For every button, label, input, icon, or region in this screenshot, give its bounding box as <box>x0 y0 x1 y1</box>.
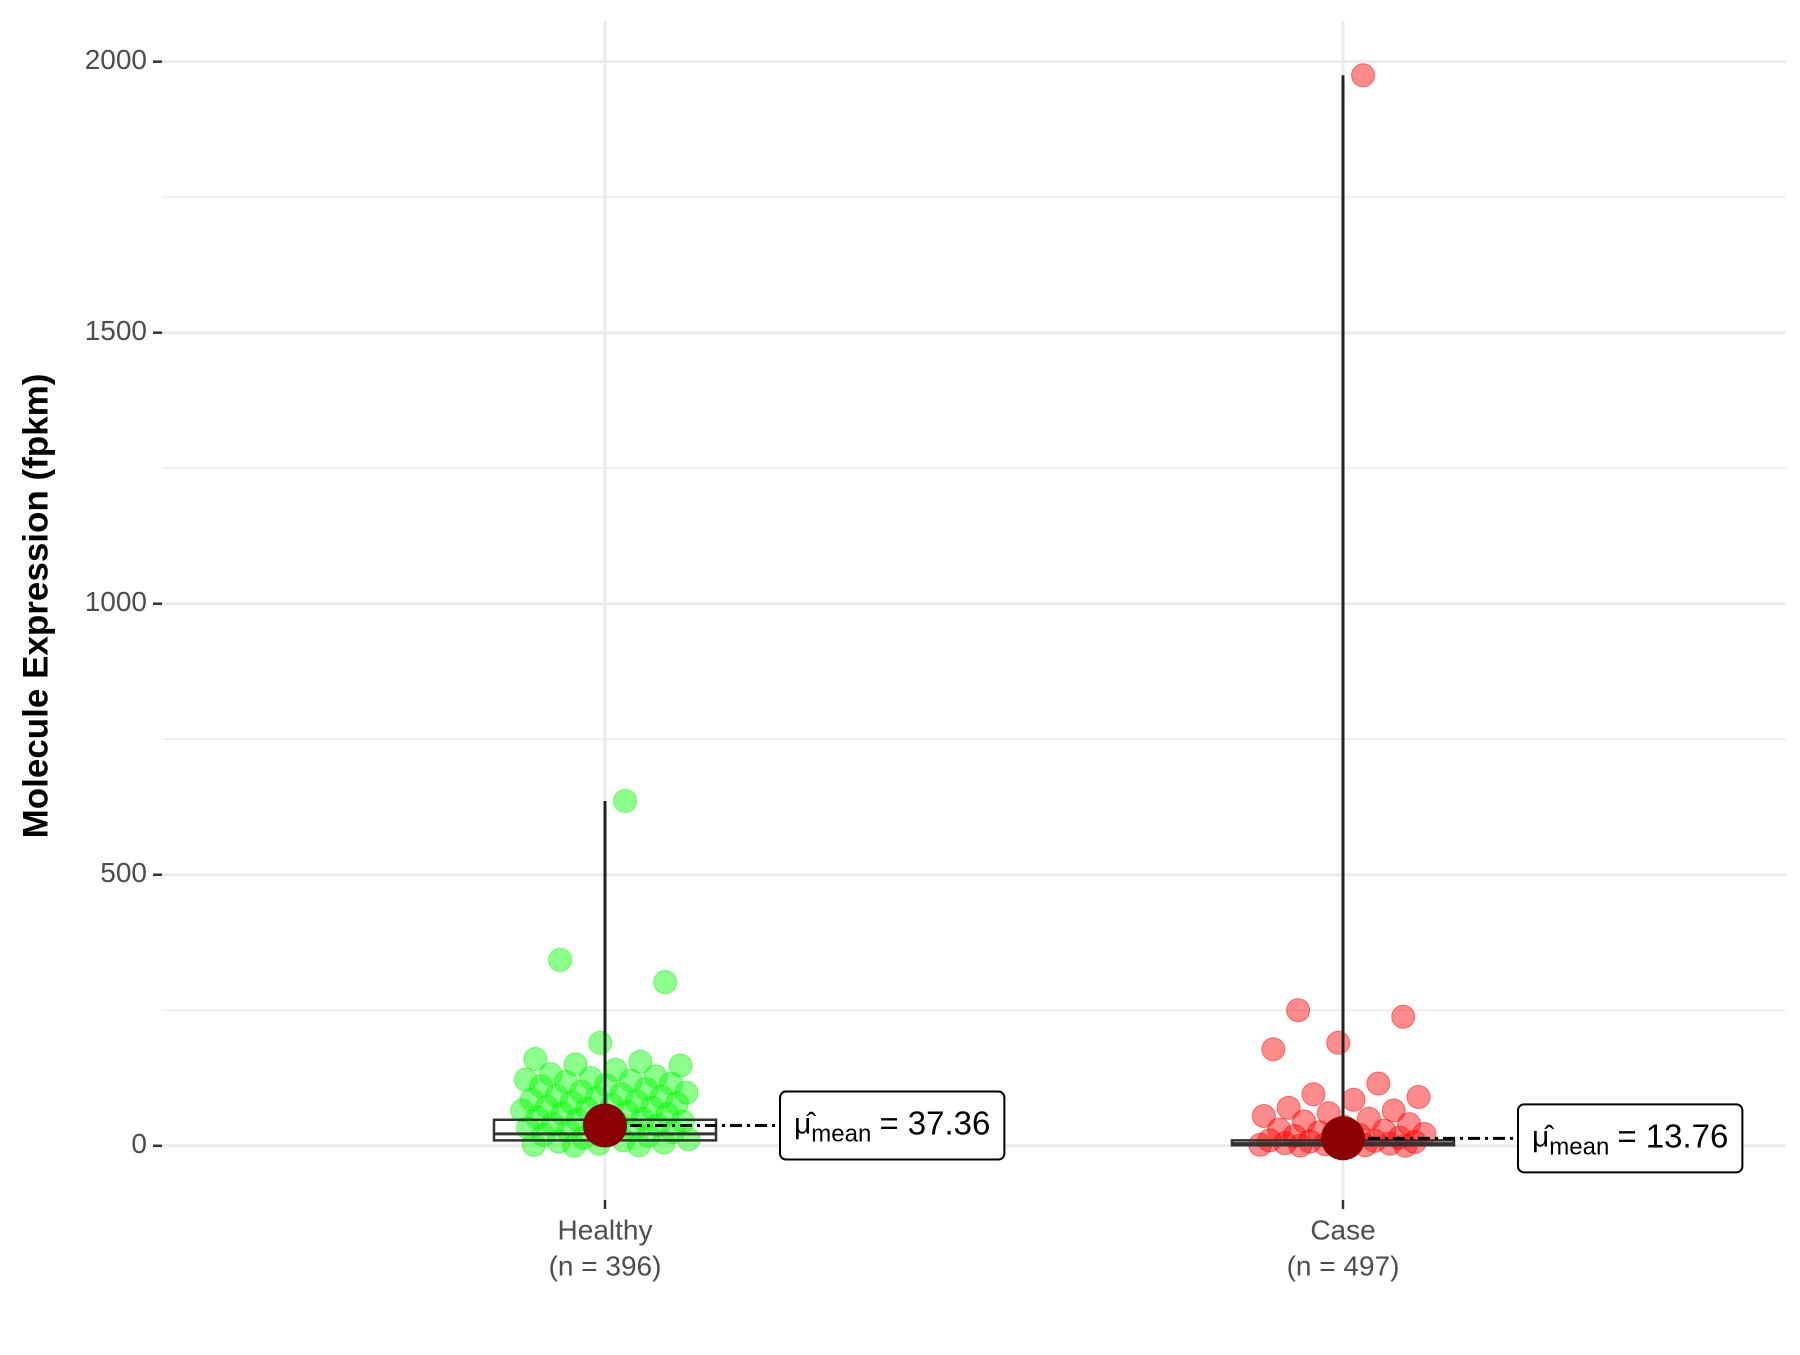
data-point <box>1402 1129 1427 1154</box>
data-point <box>653 970 678 995</box>
data-point <box>548 947 573 972</box>
data-point <box>651 1130 676 1155</box>
y-tick-label: 1000 <box>85 586 147 617</box>
data-point <box>1341 1087 1366 1112</box>
data-point <box>634 1076 659 1101</box>
y-tick-label: 0 <box>131 1128 147 1159</box>
y-axis-title: Molecule Expression (fpkm) <box>16 374 55 839</box>
data-point <box>562 1133 587 1158</box>
mean-label-text: μ̂mean = 37.36 <box>794 1104 990 1148</box>
mean-point <box>583 1103 627 1148</box>
data-point <box>1391 1004 1416 1029</box>
data-point <box>1276 1095 1301 1120</box>
mean-subscript: mean <box>811 1121 871 1148</box>
y-tick-label: 2000 <box>85 44 147 75</box>
data-point <box>510 1098 535 1123</box>
mean-subscript: mean <box>1549 1134 1609 1161</box>
data-point <box>627 1133 652 1158</box>
data-point <box>523 1047 548 1072</box>
data-point <box>1397 1112 1422 1137</box>
data-point <box>1406 1085 1431 1110</box>
data-point <box>659 1071 684 1096</box>
data-point <box>578 1066 603 1091</box>
data-point <box>613 789 638 814</box>
mean-value: = 37.36 <box>879 1104 990 1141</box>
mean-symbol: μ̂ <box>1532 1120 1554 1153</box>
data-point <box>643 1064 668 1089</box>
mean-symbol: μ̂ <box>794 1107 816 1140</box>
data-point <box>1301 1082 1326 1107</box>
mean-label-box <box>1517 1103 1744 1174</box>
data-point <box>1261 1037 1286 1062</box>
data-point <box>618 1068 643 1093</box>
data-point <box>588 1030 613 1055</box>
data-point <box>1251 1103 1276 1128</box>
mean-label: μ̂mean = 37.36 <box>779 1090 1006 1161</box>
mean-label-text: μ̂mean = 13.76 <box>1532 1117 1728 1161</box>
mean-label: μ̂mean = 13.76 <box>1517 1103 1744 1174</box>
x-tick-label: Case <box>1310 1214 1375 1245</box>
data-point <box>521 1132 546 1157</box>
y-tick-label: 1500 <box>85 315 147 346</box>
mean-value: = 13.76 <box>1617 1117 1728 1154</box>
data-point <box>1326 1030 1351 1055</box>
data-point <box>1286 998 1311 1023</box>
mean-point <box>1321 1116 1365 1161</box>
data-point <box>1381 1098 1406 1123</box>
data-point <box>1372 1118 1397 1143</box>
y-tick-label: 500 <box>100 857 147 888</box>
data-point <box>1351 63 1376 88</box>
data-point <box>553 1069 578 1094</box>
mean-label-box <box>779 1090 1006 1161</box>
data-point <box>513 1067 538 1092</box>
x-n-label: (n = 497) <box>1287 1250 1400 1281</box>
data-point <box>628 1049 653 1074</box>
x-n-label: (n = 396) <box>549 1250 662 1281</box>
data-point <box>1366 1071 1391 1096</box>
data-point <box>529 1074 554 1099</box>
x-tick-label: Healthy <box>558 1214 653 1245</box>
